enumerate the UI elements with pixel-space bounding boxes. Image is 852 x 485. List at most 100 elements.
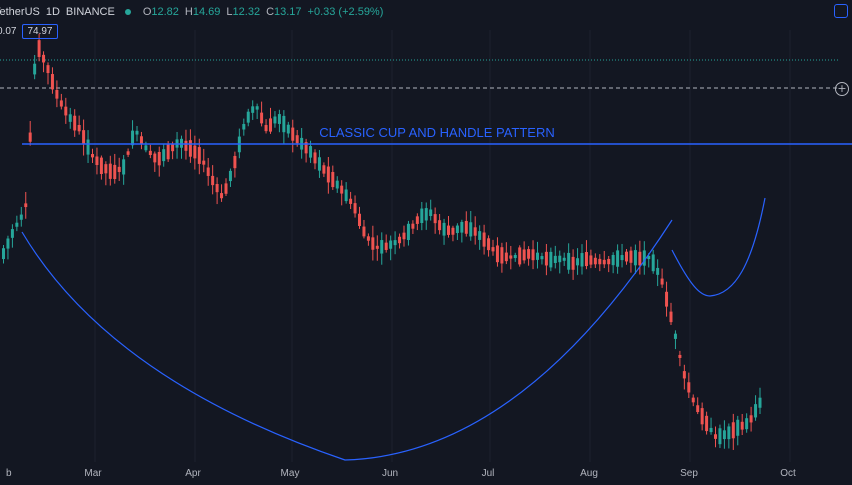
candle-bullish [131,130,135,146]
candle-bullish [286,124,290,134]
candle-bearish [527,249,531,259]
candle-bearish [220,193,224,199]
candle-bearish [691,397,695,403]
candle-bearish [157,151,161,166]
candle-bearish [495,245,499,263]
candle-bearish [304,142,308,154]
symbol-name[interactable]: TetherUS [0,6,40,18]
x-tick-label: Sep [680,468,698,479]
candle-bearish [482,232,486,247]
candle-bearish [295,135,299,144]
candle-bullish [616,250,620,267]
candle-bearish [705,415,709,432]
candle-bearish [384,242,388,250]
pattern-drawings: CLASSIC CUP AND HANDLE PATTERN [21,125,852,461]
candle-bullish [162,149,166,162]
indicator-badge[interactable]: 74.97 [22,24,58,39]
candle-bullish [309,146,313,158]
candle-bearish [184,140,188,151]
exchange-label: BINANCE [65,6,115,18]
x-tick-label: Jun [382,468,398,479]
candle-bearish [678,354,682,358]
candle-bullish [469,222,473,237]
candle-bullish [722,430,726,440]
candle-bullish [228,170,232,182]
candle-bullish [135,130,139,135]
ohlc-close-value: 13.17 [274,6,302,18]
candle-bearish [28,132,32,142]
candle-bearish [696,405,700,413]
cup-curve[interactable] [21,219,673,461]
candle-bearish [148,150,152,156]
candle-bearish [50,74,54,90]
candle-bearish [73,115,77,131]
candle-bullish [6,238,10,249]
candle-bullish [420,208,424,224]
candle-bearish [260,112,264,124]
add-alert-icon[interactable]: + [835,82,849,96]
candle-bearish [193,145,197,159]
candle-bearish [82,130,86,144]
candle-bearish [331,171,335,188]
candle-bearish [700,408,704,425]
x-tick-label: Apr [185,468,201,479]
candle-bearish [362,226,366,237]
candle-bullish [633,250,637,266]
ohlc-low-value: 12.32 [232,6,261,18]
candle-bearish [166,143,170,160]
candle-bearish [491,247,495,252]
candle-bearish [59,100,63,107]
candle-bullish [246,111,250,123]
candle-bearish [340,185,344,194]
candle-bearish [188,140,192,157]
candle-bullish [68,114,72,122]
candle-bearish [206,167,210,176]
candle-bearish [500,247,504,264]
candle-bearish [371,237,375,250]
candle-bearish [473,227,477,236]
candle-bearish [598,258,602,265]
candle-bullish [656,267,660,275]
candle-bearish [202,160,206,165]
candle-bearish [714,434,717,439]
candle-bearish [108,163,112,179]
candle-bearish [117,166,121,173]
candle-bearish [451,227,455,235]
candle-bearish [438,220,442,231]
indicator-row: 0.07 74.97 [0,24,58,39]
candle-bearish [366,236,370,241]
candle-bearish [589,255,593,265]
candle-bullish [553,255,557,264]
candle-bullish [647,256,651,260]
ohlc-open-value: 12.82 [151,6,179,18]
candle-bearish [269,118,272,132]
candle-bearish [687,382,691,393]
candle-bullish [567,252,571,270]
candle-bearish [411,223,415,229]
candle-bearish [629,250,633,263]
candle-bullish [620,255,624,261]
interval-label[interactable]: 1D [45,6,60,18]
candle-bearish [625,251,628,262]
candle-bearish [104,164,108,174]
candle-bearish [37,40,41,57]
candle-bearish [211,175,215,186]
candle-bearish [99,157,103,174]
candle-bearish [504,252,508,262]
candle-bearish [24,203,28,208]
candle-bearish [464,220,468,234]
candle-bearish [607,258,611,265]
candle-bullish [442,222,446,236]
chart-settings-icon[interactable] [834,4,848,18]
candle-bullish [277,114,281,124]
ohlc-values: O12.82 H14.69 L12.32 C13.17 +0.33 (+2.59… [143,6,384,18]
candle-bullish [429,209,433,217]
candle-bearish [375,245,379,249]
price-candles [2,33,762,450]
ohlc-high-key: H [184,6,193,18]
candle-bearish [322,165,326,174]
candle-bearish [95,156,99,166]
candle-bullish [576,258,580,266]
handle-curve[interactable] [671,197,766,297]
